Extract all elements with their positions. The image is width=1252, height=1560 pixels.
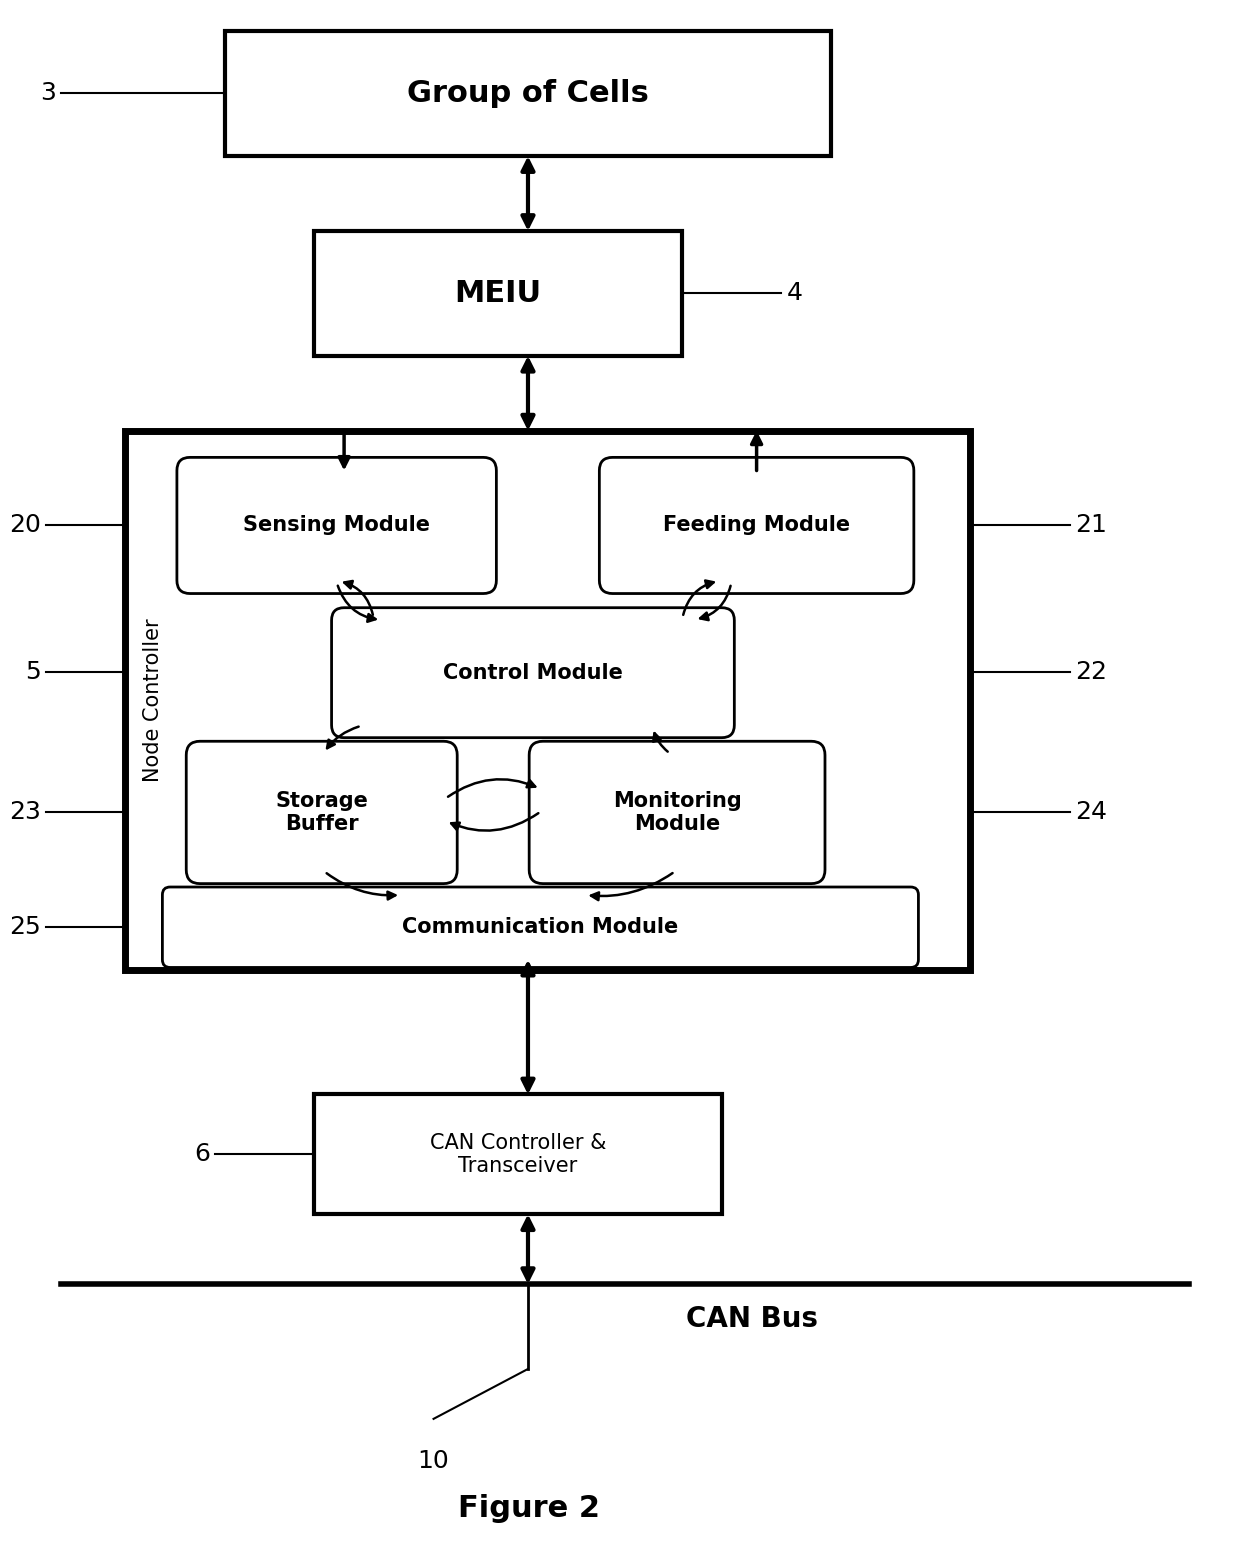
Text: 25: 25 (9, 914, 41, 939)
Text: Storage
Buffer: Storage Buffer (275, 791, 368, 835)
FancyBboxPatch shape (187, 741, 457, 883)
Text: 3: 3 (40, 81, 56, 105)
Text: 4: 4 (786, 281, 803, 304)
FancyBboxPatch shape (530, 741, 825, 883)
FancyBboxPatch shape (177, 457, 496, 593)
Text: Communication Module: Communication Module (402, 917, 679, 938)
Bar (225, 31, 831, 156)
Text: Feeding Module: Feeding Module (664, 515, 850, 535)
Text: Figure 2: Figure 2 (458, 1494, 600, 1523)
Text: 22: 22 (1074, 660, 1107, 685)
Text: 5: 5 (25, 660, 41, 685)
FancyBboxPatch shape (163, 888, 919, 967)
Text: MEIU: MEIU (454, 279, 542, 307)
Text: 6: 6 (194, 1142, 210, 1167)
Bar (314, 1095, 722, 1214)
Text: Monitoring
Module: Monitoring Module (612, 791, 741, 835)
Text: Sensing Module: Sensing Module (243, 515, 431, 535)
Text: 21: 21 (1074, 513, 1107, 538)
FancyBboxPatch shape (332, 608, 735, 738)
Text: 20: 20 (9, 513, 41, 538)
Text: CAN Bus: CAN Bus (686, 1306, 818, 1334)
Text: 24: 24 (1074, 800, 1107, 824)
FancyBboxPatch shape (600, 457, 914, 593)
Text: 23: 23 (9, 800, 41, 824)
Text: 10: 10 (418, 1449, 449, 1473)
Text: Control Module: Control Module (443, 663, 623, 683)
Bar (314, 231, 682, 356)
Bar (125, 431, 970, 970)
Text: Node Controller: Node Controller (143, 618, 163, 782)
Text: CAN Controller &
Transceiver: CAN Controller & Transceiver (429, 1133, 606, 1176)
Text: Group of Cells: Group of Cells (407, 80, 649, 108)
